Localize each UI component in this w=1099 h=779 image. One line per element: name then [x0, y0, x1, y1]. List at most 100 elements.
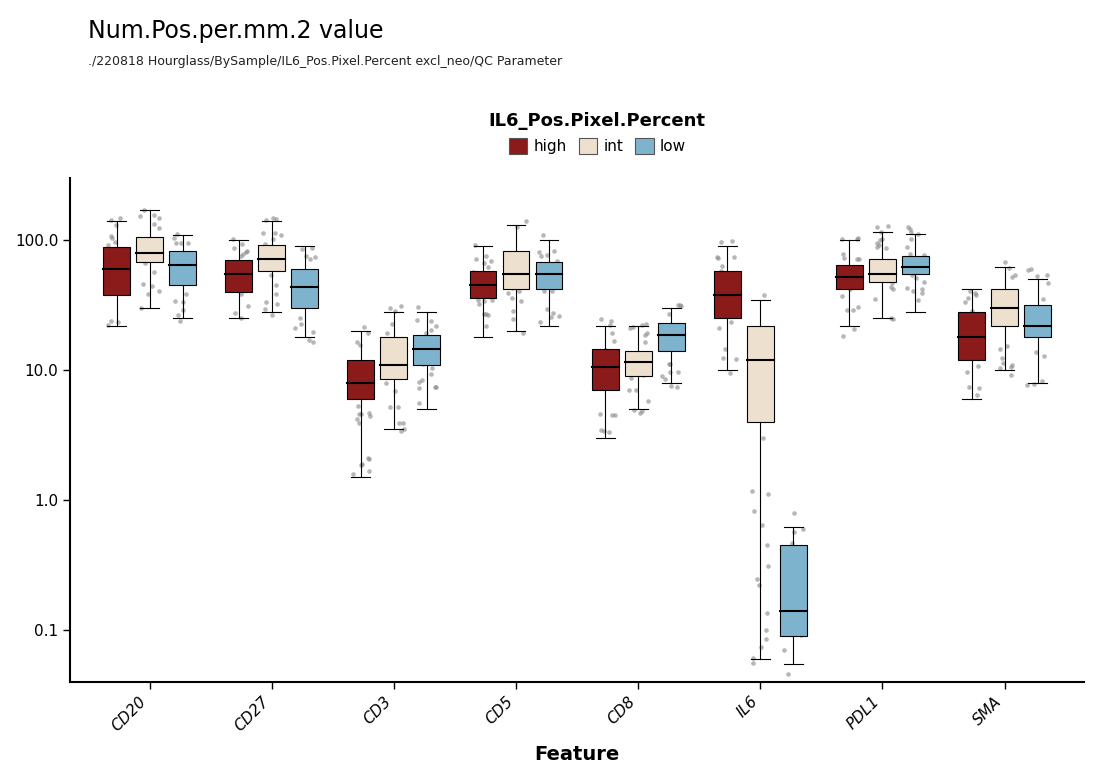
Point: [177, 268, 195, 280]
Point: [637, 318, 655, 330]
Point: [386, 343, 403, 355]
Point: [1025, 378, 1043, 390]
Point: [238, 245, 256, 258]
Point: [544, 284, 562, 297]
Bar: [347, 360, 375, 399]
Point: [757, 624, 775, 636]
Point: [912, 263, 930, 275]
Point: [970, 335, 988, 347]
Point: [598, 345, 615, 358]
Point: [589, 377, 607, 390]
Point: [428, 319, 445, 332]
Point: [660, 358, 678, 370]
Point: [754, 432, 771, 444]
Point: [267, 279, 285, 291]
Point: [884, 312, 901, 325]
Point: [752, 640, 769, 653]
Point: [234, 270, 252, 283]
Point: [1028, 325, 1045, 337]
Point: [227, 278, 245, 291]
Point: [902, 233, 920, 245]
Point: [353, 458, 370, 471]
Point: [504, 305, 522, 318]
Point: [348, 413, 366, 425]
Point: [1033, 305, 1051, 317]
Point: [169, 250, 187, 263]
Point: [792, 629, 810, 641]
Point: [377, 377, 395, 390]
Point: [884, 277, 901, 289]
Point: [484, 294, 501, 306]
Point: [991, 343, 1009, 355]
Point: [271, 229, 289, 241]
Point: [501, 277, 519, 289]
Point: [964, 319, 981, 331]
Point: [720, 304, 737, 316]
Point: [170, 315, 188, 327]
Point: [355, 321, 373, 333]
Point: [879, 220, 897, 233]
Point: [873, 226, 890, 238]
Point: [499, 287, 517, 300]
Point: [387, 384, 404, 397]
Point: [256, 238, 274, 251]
Point: [964, 330, 981, 343]
Point: [755, 289, 773, 301]
Point: [476, 273, 493, 286]
Point: [469, 294, 487, 306]
Point: [775, 616, 792, 629]
Point: [628, 383, 645, 396]
Point: [656, 372, 674, 385]
Point: [512, 252, 530, 265]
Point: [477, 308, 495, 320]
Point: [539, 249, 556, 261]
Point: [589, 353, 607, 365]
Point: [233, 238, 251, 251]
Point: [603, 326, 621, 339]
Point: [178, 288, 196, 301]
Point: [601, 319, 619, 332]
Point: [870, 239, 888, 252]
Point: [535, 284, 553, 297]
Point: [545, 245, 563, 257]
Point: [595, 353, 612, 365]
Point: [778, 543, 796, 555]
Point: [151, 284, 168, 297]
Point: [1000, 262, 1018, 274]
Point: [758, 607, 776, 619]
Point: [303, 241, 321, 254]
Point: [779, 668, 797, 681]
Point: [103, 232, 121, 245]
Point: [151, 222, 168, 234]
Point: [634, 369, 652, 382]
Point: [789, 572, 807, 584]
Point: [479, 261, 497, 273]
Point: [1028, 270, 1045, 282]
Point: [606, 335, 623, 347]
Point: [656, 319, 674, 331]
Point: [622, 372, 640, 385]
Point: [759, 559, 777, 572]
Point: [963, 351, 980, 364]
Point: [232, 250, 249, 263]
Bar: [469, 271, 497, 298]
Point: [993, 351, 1011, 364]
Point: [866, 292, 884, 305]
Text: Num.Pos.per.mm.2 value: Num.Pos.per.mm.2 value: [88, 19, 384, 44]
Point: [742, 338, 759, 351]
Point: [653, 369, 670, 382]
Point: [635, 336, 653, 348]
Point: [170, 273, 188, 285]
Point: [842, 283, 859, 295]
Bar: [624, 351, 652, 376]
Point: [111, 212, 129, 224]
Point: [381, 401, 399, 414]
Bar: [780, 545, 807, 636]
Point: [408, 340, 425, 353]
Point: [834, 330, 852, 342]
Point: [597, 379, 614, 391]
Point: [376, 337, 393, 350]
Point: [509, 247, 526, 259]
Point: [995, 357, 1012, 369]
Point: [595, 425, 612, 437]
